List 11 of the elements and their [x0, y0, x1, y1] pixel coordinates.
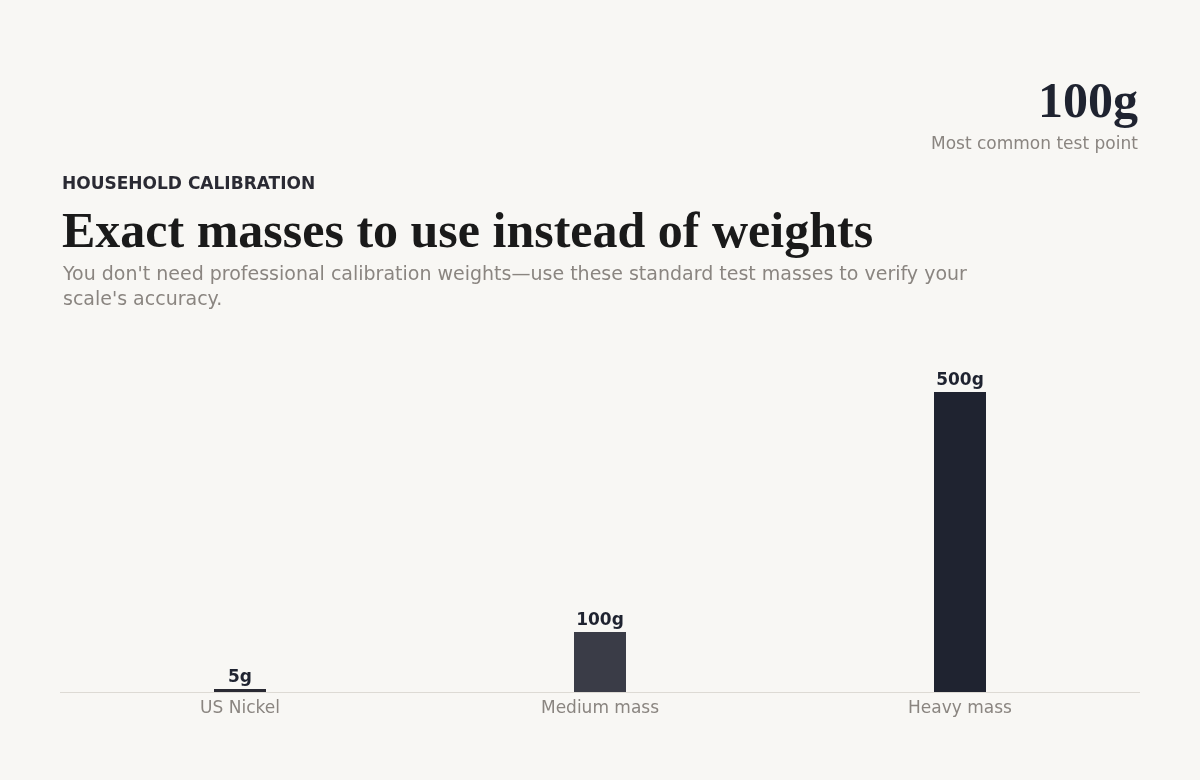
data-label: 100g — [576, 609, 624, 629]
data-label: 5g — [228, 666, 252, 686]
x-tick-label: Medium mass — [540, 697, 660, 718]
data-label: 500g — [936, 369, 984, 389]
text: Most common test point — [931, 133, 1139, 153]
x-tick-label: US Nickel — [200, 697, 280, 718]
text: 100g — [1038, 72, 1138, 128]
chart-title: Exact masses to use instead of weights — [62, 202, 874, 258]
chart-subtitle: You don't need professional calibration weights—use these standard test masses to verify your scale's accuracy. — [62, 262, 968, 309]
text: HOUSEHOLD CALIBRATION — [62, 173, 316, 193]
x-tick-label: Heavy mass — [908, 697, 1013, 718]
